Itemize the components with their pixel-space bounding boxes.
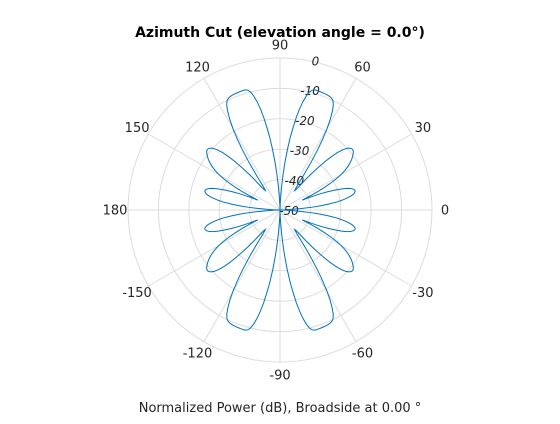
chart-title: Azimuth Cut (elevation angle = 0.0°) (135, 25, 425, 41)
angle-tick-label-11: -30 (412, 286, 433, 301)
angle-tick-labels: 0 30 60 90 120 150 180 -150 -120 -90 -60 -30 (103, 39, 450, 384)
angle-tick-label-0: 0 (441, 204, 449, 219)
angle-spoke-7 (148, 209, 281, 287)
angle-tick-label-10: -60 (352, 346, 373, 361)
angle-tick-label-6: 180 (103, 204, 128, 219)
radial-tick-label-3: -30 (290, 144, 310, 158)
angle-tick-label-1: 30 (415, 121, 432, 136)
angle-tick-label-7: -150 (122, 286, 152, 301)
angle-tick-label-5: 150 (125, 121, 150, 136)
radial-tick-label-0: 0 (312, 54, 320, 68)
angle-spoke-1 (279, 133, 412, 211)
angle-spoke-11 (279, 209, 412, 287)
angle-spoke-5 (148, 133, 281, 211)
pattern-series (204, 89, 356, 331)
angle-tick-label-4: 120 (185, 61, 210, 76)
angle-spoke-10 (279, 209, 357, 342)
angle-tick-label-2: 60 (354, 61, 371, 76)
angle-spoke-8 (203, 209, 281, 342)
angle-tick-label-3: 90 (272, 39, 289, 54)
polar-grid (127, 57, 433, 363)
angle-spoke-4 (203, 78, 281, 211)
angle-spoke-2 (279, 78, 357, 211)
pattern-series-line-0 (204, 89, 356, 331)
radial-tick-label-5: -50 (279, 204, 299, 218)
x-axis-label: Normalized Power (dB), Broadside at 0.00… (139, 401, 422, 416)
radial-tick-label-4: -40 (284, 174, 304, 188)
angle-tick-label-8: -120 (183, 346, 213, 361)
angle-tick-label-9: -90 (269, 369, 290, 384)
radial-tick-label-2: -20 (295, 114, 315, 128)
